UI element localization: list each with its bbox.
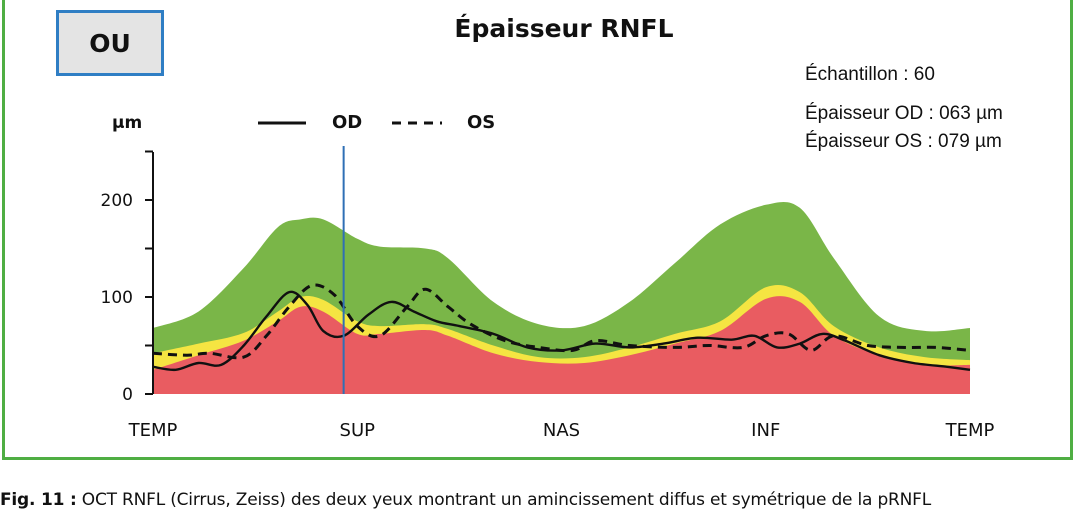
- x-tick-label: INF: [751, 420, 780, 441]
- eye-label: OU: [89, 28, 131, 58]
- eye-label-badge: OU: [56, 10, 164, 76]
- thickness-os: Épaisseur OS : 079 µm: [805, 131, 1002, 152]
- figure-caption: Fig. 11 : OCT RNFL (Cirrus, Zeiss) des d…: [0, 490, 931, 510]
- y-tick-label: 100: [101, 288, 133, 308]
- y-tick-label: 0: [122, 385, 133, 405]
- series-line-os: [152, 283, 971, 360]
- thickness-od: Épaisseur OD : 063 µm: [805, 103, 1003, 124]
- sample-count: Échantillon : 60: [805, 64, 935, 85]
- x-tick-label: NAS: [543, 420, 580, 441]
- x-tick-label: SUP: [340, 420, 376, 441]
- y-tick-label: 200: [101, 191, 133, 211]
- figure-frame: [2, 0, 1073, 460]
- y-axis-unit: µm: [112, 113, 143, 133]
- x-tick-label: TEMP: [945, 420, 995, 441]
- normative-bands: [153, 201, 970, 394]
- legend-label-od: OD: [332, 112, 363, 133]
- caption-text: OCT RNFL (Cirrus, Zeiss) des deux yeux m…: [81, 490, 932, 510]
- series-lines: [152, 146, 971, 394]
- x-tick-label: TEMP: [128, 420, 178, 441]
- caption-prefix: Fig. 11 :: [0, 490, 77, 510]
- series-line-od: [152, 290, 971, 372]
- chart-title: Épaisseur RNFL: [454, 14, 674, 43]
- legend-label-os: OS: [467, 112, 496, 133]
- axes: 0 100 200 TEMP SUP NAS INF TEMP: [101, 150, 995, 441]
- band-abnormal: [153, 296, 970, 394]
